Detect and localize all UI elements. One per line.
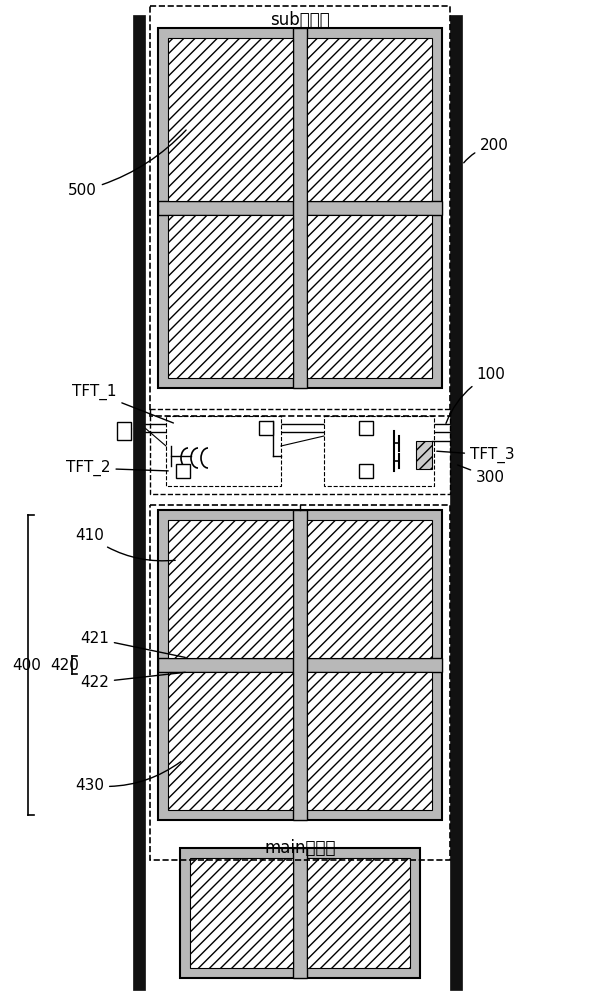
Bar xyxy=(168,672,293,810)
Bar xyxy=(150,505,450,860)
Text: main像素区: main像素区 xyxy=(264,839,336,857)
Bar xyxy=(168,38,293,201)
Bar xyxy=(293,848,307,978)
Bar xyxy=(158,658,442,672)
Bar xyxy=(117,422,131,440)
Bar xyxy=(324,416,434,486)
Bar xyxy=(180,848,420,978)
Bar xyxy=(307,38,432,201)
Text: 410: 410 xyxy=(75,528,176,561)
Bar xyxy=(307,520,432,658)
Text: 100: 100 xyxy=(446,367,505,423)
Bar xyxy=(158,201,442,215)
Bar xyxy=(259,421,273,435)
Text: TFT_3: TFT_3 xyxy=(437,447,515,463)
Bar xyxy=(307,672,432,810)
Bar xyxy=(168,215,293,378)
Bar xyxy=(307,858,410,968)
Bar xyxy=(359,464,373,478)
Text: 421: 421 xyxy=(80,631,185,657)
Bar xyxy=(293,510,307,820)
Text: 200: 200 xyxy=(464,138,509,163)
Text: 400: 400 xyxy=(12,658,41,672)
Bar xyxy=(150,409,450,494)
Bar xyxy=(293,28,307,388)
Bar xyxy=(166,416,281,486)
Bar xyxy=(150,404,450,499)
Bar xyxy=(168,520,293,658)
Text: 422: 422 xyxy=(80,672,185,690)
Bar xyxy=(133,15,145,990)
Text: 420: 420 xyxy=(50,658,79,672)
Text: 300: 300 xyxy=(458,465,505,485)
Bar xyxy=(176,464,190,478)
Text: 500: 500 xyxy=(68,130,186,198)
Bar xyxy=(158,28,442,388)
Bar xyxy=(416,441,432,469)
Bar xyxy=(359,421,373,435)
Text: sub像素区: sub像素区 xyxy=(270,11,330,29)
Text: 430: 430 xyxy=(75,762,181,793)
Text: TFT_2: TFT_2 xyxy=(66,460,168,476)
Bar xyxy=(158,510,442,820)
Bar xyxy=(307,215,432,378)
Bar xyxy=(150,6,450,416)
Bar xyxy=(190,858,293,968)
Bar xyxy=(450,15,462,990)
Text: TFT_1: TFT_1 xyxy=(72,384,174,423)
